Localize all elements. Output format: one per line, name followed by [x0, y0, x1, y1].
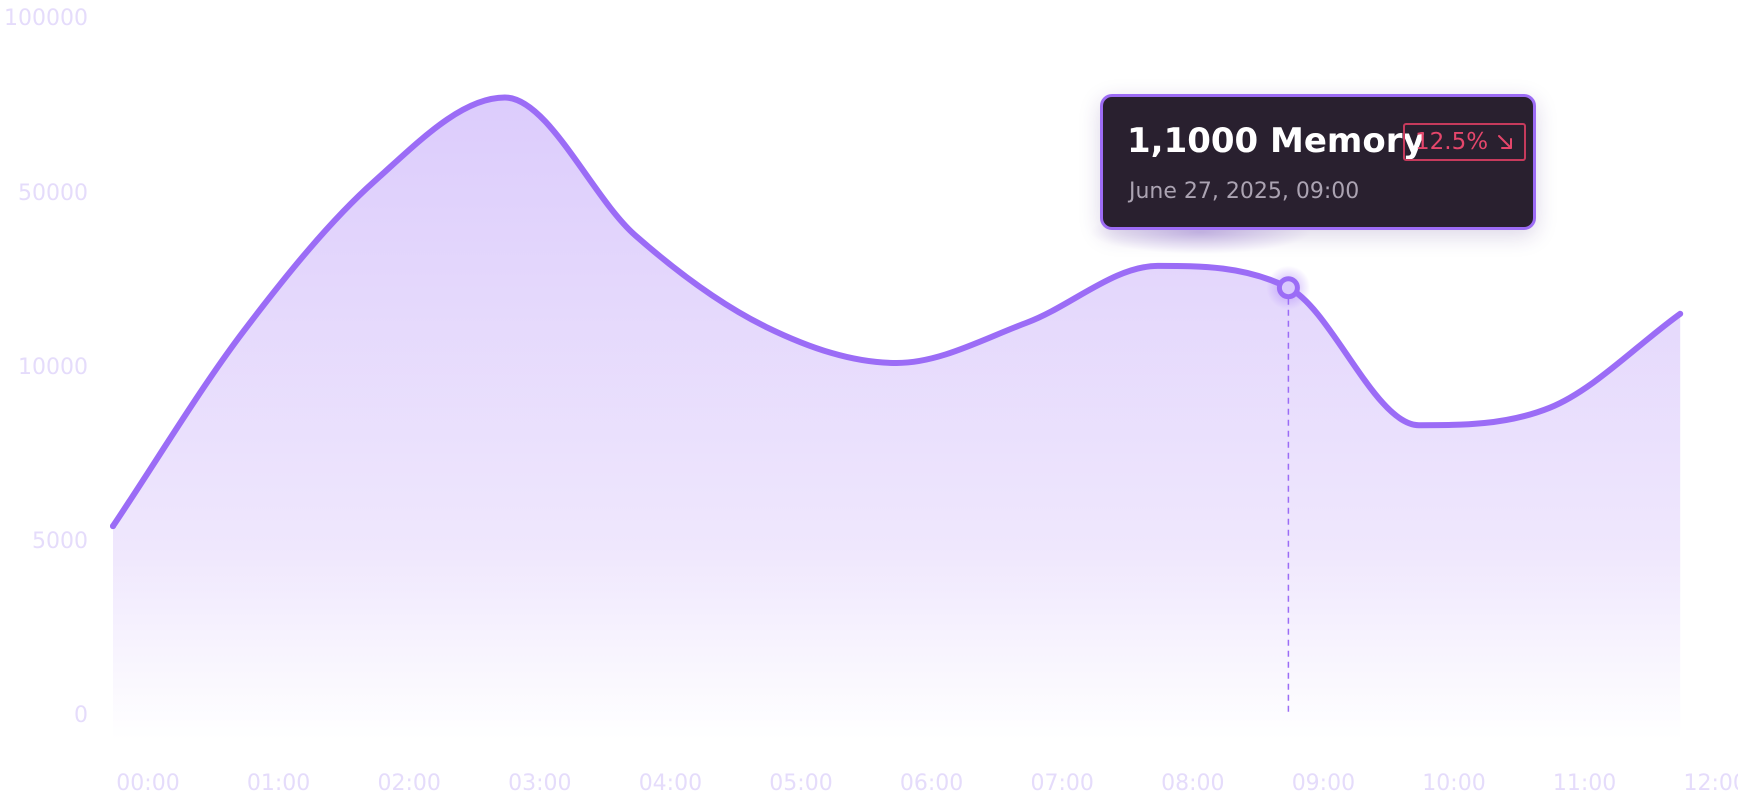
x-tick-label: 08:00	[1161, 771, 1224, 796]
y-tick-label: 5000	[32, 529, 88, 554]
x-tick-label: 12:00	[1683, 771, 1738, 796]
tooltip-value: 1,1000 Memory	[1127, 121, 1425, 161]
x-tick-label: 10:00	[1422, 771, 1485, 796]
x-tick-label: 06:00	[900, 771, 963, 796]
y-tick-label: 50000	[18, 181, 88, 206]
arrow-down-right-icon	[1496, 133, 1514, 151]
x-tick-label: 03:00	[508, 771, 571, 796]
series-line	[110, 94, 1684, 530]
hover-point-marker[interactable]	[1276, 276, 1300, 300]
x-tick-label: 00:00	[116, 771, 179, 796]
x-tick-label: 11:00	[1553, 771, 1616, 796]
x-tick-label: 09:00	[1292, 771, 1355, 796]
x-axis: 00:00 01:00 02:00 03:00 04:00 05:00 06:00 07:00…	[116, 771, 1738, 796]
chart-tooltip: 1,1000 Memory 12.5% June 27, 2025, 09:00	[1100, 94, 1536, 230]
y-tick-label: 0	[74, 703, 88, 728]
x-tick-label: 07:00	[1030, 771, 1093, 796]
tooltip-date: June 27, 2025, 09:00	[1129, 179, 1360, 204]
data-point	[110, 523, 116, 530]
x-tick-label: 02:00	[377, 771, 440, 796]
change-badge: 12.5%	[1403, 123, 1527, 161]
data-points	[110, 523, 116, 530]
x-tick-label: 01:00	[247, 771, 310, 796]
x-tick-label: 04:00	[639, 771, 702, 796]
y-axis: 0 5000 10000 50000 100000	[4, 6, 88, 728]
y-tick-label: 100000	[4, 6, 88, 31]
change-percent: 12.5%	[1415, 129, 1489, 155]
x-tick-label: 05:00	[769, 771, 832, 796]
y-tick-label: 10000	[18, 355, 88, 380]
